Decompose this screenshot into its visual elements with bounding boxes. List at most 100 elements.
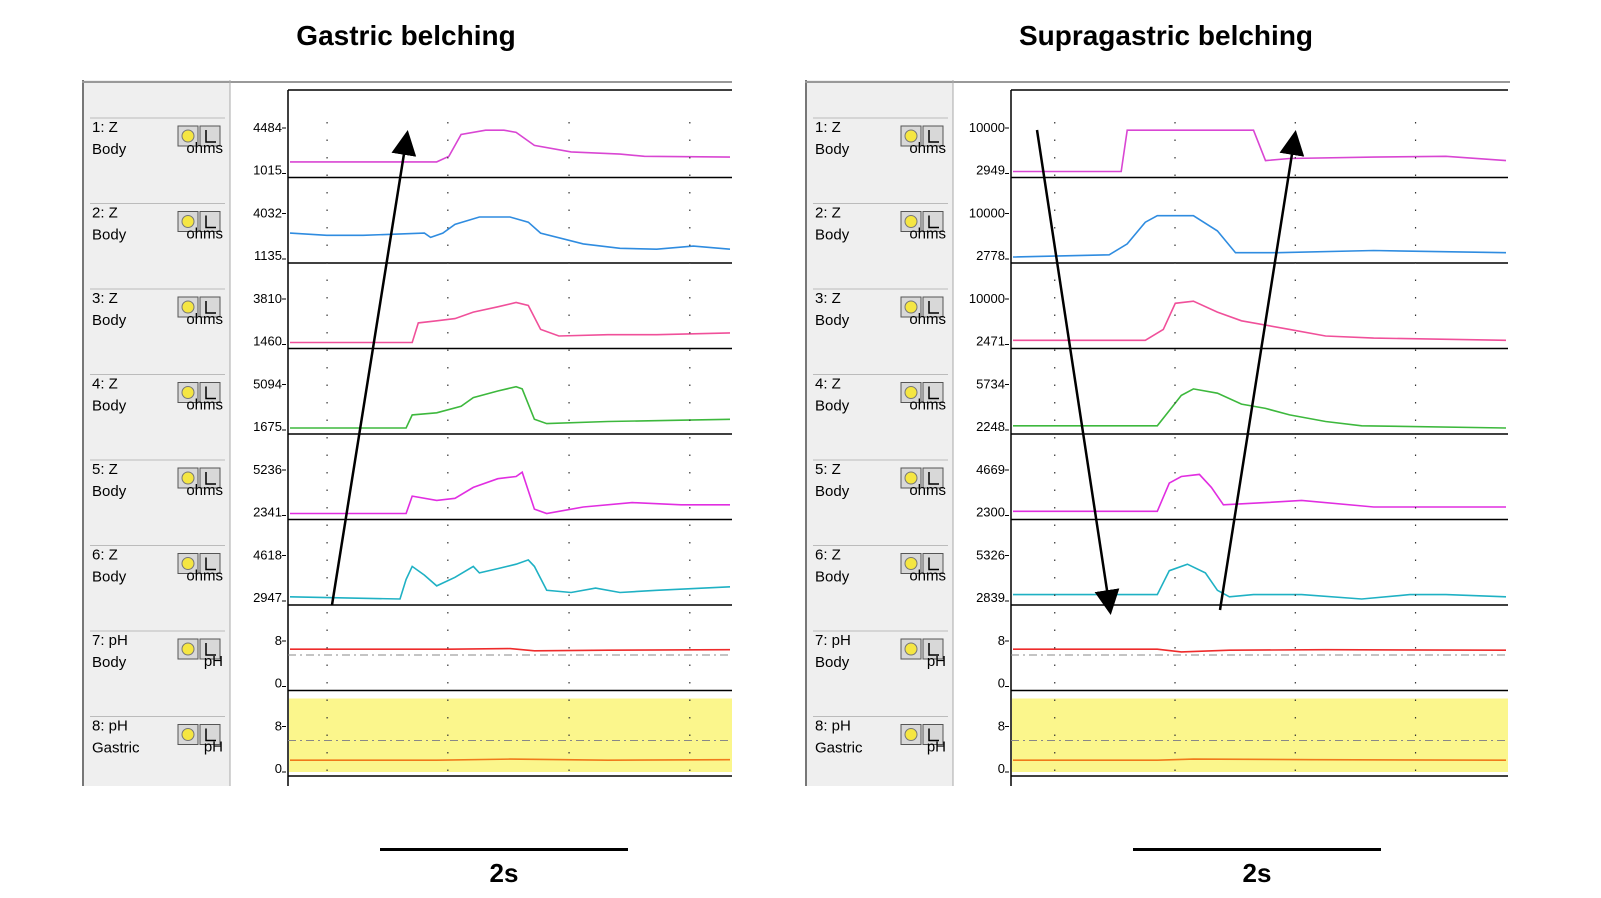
channel-ymin-label: 1135 <box>254 248 282 263</box>
channel-scale-icon <box>199 553 221 574</box>
channel-ymax-label: 5326 <box>976 548 1005 563</box>
channel-id-label: 7: pH <box>92 632 128 649</box>
channel-scale-icon <box>922 467 944 489</box>
channel-ymax-label: 3810 <box>253 291 282 306</box>
channel-ymax-label: 10000 <box>969 206 1005 221</box>
channel-site-label: Body <box>92 398 127 415</box>
channel-settings-icon <box>900 296 922 318</box>
channel-scale-icon <box>199 638 221 660</box>
scale-column <box>953 80 1011 786</box>
channel-id-label: 1: Z <box>92 119 118 136</box>
channel-settings-icon <box>177 125 199 147</box>
channel-id-label: 5: Z <box>815 461 841 478</box>
channel-site-label: Body <box>92 569 127 586</box>
channel-scale-icon <box>922 724 944 745</box>
channel-settings-icon <box>900 382 922 403</box>
channel-unit-label: ohms <box>186 140 223 157</box>
channel-site-label: Body <box>92 312 127 329</box>
scale-label-left: 2s <box>489 858 519 888</box>
channel-settings-icon <box>177 724 199 745</box>
channel-ymin-label: 2839 <box>976 590 1005 605</box>
channel-scale-icon <box>922 296 944 318</box>
trace-4z <box>1013 388 1507 429</box>
channel-ymax-label: 10000 <box>969 291 1005 306</box>
channel-site-label: Body <box>815 312 850 329</box>
channel-settings-icon <box>177 382 199 403</box>
channel-settings-icon <box>900 211 922 232</box>
channel-id-label: 5: Z <box>92 461 118 478</box>
channel-ymin-label: 2471 <box>976 334 1005 349</box>
channel-id-label: 2: Z <box>815 205 841 222</box>
channel-ymin-label: 1460 <box>253 334 282 349</box>
channel-ymin-label: 0 <box>275 676 282 691</box>
trace-3z <box>1013 300 1507 342</box>
trace-5z <box>290 470 730 515</box>
channel-unit-label: ohms <box>909 482 946 499</box>
channel-ymax-label: 5094 <box>253 377 282 392</box>
channel-unit-label: pH <box>927 653 946 670</box>
channel-ymax-label: 5236 <box>253 462 282 477</box>
channel-ymin-label: 1675 <box>253 419 282 434</box>
bolus-direction-arrow <box>1035 129 1120 615</box>
trace-8ph <box>290 758 731 762</box>
bolus-direction-arrow <box>1218 130 1305 611</box>
channel-label-column <box>805 80 953 786</box>
channel-ymin-label: 2300 <box>976 505 1005 520</box>
channel-settings-icon <box>900 467 922 489</box>
channel-settings-icon <box>177 296 199 318</box>
channel-unit-label: ohms <box>186 482 223 499</box>
channel-settings-icon <box>177 211 199 232</box>
channel-unit-label: ohms <box>909 568 946 585</box>
channel-id-label: 6: Z <box>92 547 118 564</box>
channel-site-label: Body <box>815 569 850 586</box>
channel-scale-icon <box>922 211 944 232</box>
panel-title-left: Gastric belching <box>296 20 516 51</box>
channel-unit-label: pH <box>927 739 946 756</box>
trace-5z <box>1013 473 1506 513</box>
channel-unit-label: pH <box>204 739 223 756</box>
trace-6z <box>289 558 731 600</box>
channel-ymax-label: 8 <box>275 719 282 734</box>
channel-settings-icon <box>900 125 922 147</box>
channel-unit-label: ohms <box>186 226 223 243</box>
channel-site-label: Body <box>815 227 850 244</box>
trace-2z <box>1012 214 1507 258</box>
channel-ymin-label: 2778 <box>976 248 1005 263</box>
channel-id-label: 3: Z <box>815 290 841 307</box>
channel-ymin-label: 0 <box>275 761 282 776</box>
channel-scale-icon <box>199 724 221 745</box>
channel-ymax-label: 8 <box>998 633 1005 648</box>
channel-scale-icon <box>922 382 944 403</box>
trace-7ph <box>1013 648 1507 653</box>
channel-scale-icon <box>199 467 221 489</box>
trace-4z <box>290 385 731 429</box>
trace-3z <box>290 301 731 344</box>
channel-site-label: Gastric <box>815 740 863 757</box>
trace-7ph <box>290 647 731 652</box>
trace-2z <box>289 216 731 251</box>
channel-settings-icon <box>900 553 922 574</box>
scale-bar-left <box>380 848 628 851</box>
channel-ymax-label: 4032 <box>253 206 282 221</box>
channel-ymin-label: 2949 <box>976 163 1005 178</box>
channel-scale-icon <box>922 553 944 574</box>
channel-ymin-label: 0 <box>998 676 1005 691</box>
channel-id-label: 8: pH <box>92 718 128 735</box>
channel-scale-icon <box>199 125 221 147</box>
channel-scale-icon <box>922 125 944 147</box>
trace-1z <box>1013 129 1507 173</box>
channel-site-label: Body <box>92 654 127 671</box>
panel-title-right: Supragastric belching <box>1018 20 1314 51</box>
channel-site-label: Body <box>815 483 850 500</box>
channel-ymin-label: 1015 <box>253 163 282 178</box>
channel-site-label: Body <box>92 483 127 500</box>
channel-settings-icon <box>900 638 922 660</box>
channel-site-label: Body <box>815 141 850 158</box>
channel-site-label: Body <box>92 227 127 244</box>
channel-unit-label: ohms <box>909 311 946 328</box>
trace-6z <box>1013 563 1507 600</box>
channel-ymin-label: 2947 <box>253 590 282 605</box>
channel-settings-icon <box>177 553 199 574</box>
channel-settings-icon <box>177 638 199 660</box>
channel-ymax-label: 8 <box>275 633 282 648</box>
